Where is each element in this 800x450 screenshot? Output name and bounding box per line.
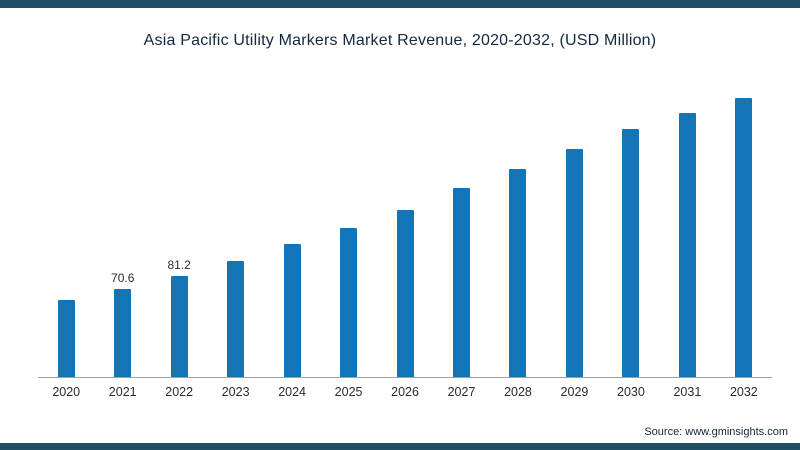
x-axis-label: 2023 <box>221 385 250 399</box>
bar-column <box>377 78 433 377</box>
bar-column <box>433 78 489 377</box>
bar-plot: 70.6 81.2 <box>38 78 772 378</box>
x-axis-label: 2022 <box>165 385 194 399</box>
x-axis-label: 2028 <box>504 385 532 399</box>
x-axis-label: 2032 <box>729 385 758 399</box>
bar <box>170 275 188 377</box>
source-text: Source: www.gminsights.com <box>644 426 788 438</box>
bar-column: 70.6 <box>94 78 150 377</box>
bar <box>509 168 527 377</box>
bar <box>283 243 301 377</box>
x-axis-label: 2020 <box>52 385 81 399</box>
chart-title: Asia Pacific Utility Markers Market Reve… <box>143 32 657 49</box>
bar <box>340 227 358 377</box>
x-axis-label: 2026 <box>391 385 419 399</box>
bar <box>114 289 132 377</box>
x-axis-label: 2030 <box>617 385 645 399</box>
bottom-frame-bar <box>0 443 800 450</box>
bar-column <box>490 78 546 377</box>
bar <box>735 97 753 377</box>
bar-column: 81.2 <box>151 78 207 377</box>
x-axis-label: 2025 <box>334 385 363 399</box>
bar-column <box>659 78 715 377</box>
chart-plot-area: 70.6 81.2 2020 2021 2022 2023 2024 2025 2026 202… <box>38 78 772 399</box>
x-axis-label: 2027 <box>447 385 476 399</box>
bar-value-label: 70.6 <box>111 271 135 286</box>
top-frame-bar <box>0 0 800 8</box>
bar-column <box>38 78 94 377</box>
bar <box>57 299 75 377</box>
x-axis-label: 2031 <box>673 385 702 399</box>
bar-value-label: 81.2 <box>167 257 191 272</box>
bar <box>622 129 640 377</box>
bar-column <box>603 78 659 377</box>
x-axis-label: 2024 <box>278 385 307 399</box>
bar <box>227 261 245 377</box>
bar-column <box>320 78 376 377</box>
x-axis-label: 2029 <box>560 385 589 399</box>
bar-column <box>716 78 772 377</box>
bar-column <box>207 78 263 377</box>
bar-column <box>264 78 320 377</box>
x-axis-label: 2021 <box>108 385 137 399</box>
x-axis-labels: 2020 2021 2022 2023 2024 2025 2026 2027 2028 2029… <box>38 385 772 399</box>
bar <box>396 210 414 377</box>
bar <box>678 112 696 377</box>
bar <box>453 187 471 377</box>
bar-column <box>546 78 602 377</box>
bar <box>565 149 583 377</box>
